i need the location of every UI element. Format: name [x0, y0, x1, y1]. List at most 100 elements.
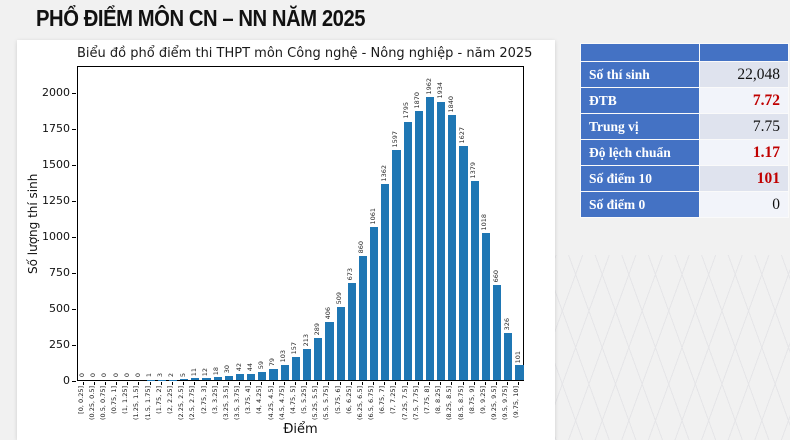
bar-value-label: 103 [279, 350, 288, 363]
bar-value-label: 213 [301, 334, 310, 347]
y-axis-label: Số lượng thí sinh [26, 173, 40, 274]
bar-value-label: 289 [312, 323, 321, 336]
x-tick-mark [194, 382, 196, 385]
bar [504, 333, 513, 380]
y-tick-label: 500 [49, 302, 70, 315]
x-tick-label: (2.5, 2.75] [188, 386, 197, 421]
x-tick-mark [350, 382, 352, 385]
x-tick-mark [127, 382, 129, 385]
x-tick-mark [339, 382, 341, 385]
table-row: ĐTB 7.72 [580, 87, 789, 114]
table-header-cell [699, 43, 789, 62]
y-tick-label: 1000 [42, 230, 70, 243]
bar-value-label: 1597 [390, 131, 399, 148]
x-tick-mark [429, 382, 430, 385]
bar-value-label: 5 [178, 372, 187, 377]
x-tick-mark [328, 382, 330, 385]
y-tick-mark [72, 200, 76, 202]
x-tick-mark [361, 382, 363, 385]
x-tick-label: (2.25, 2.5] [177, 386, 186, 421]
x-tick-label: (5.5, 5.75] [322, 386, 331, 421]
x-tick-label: (8.5, 8.75] [456, 386, 465, 421]
y-tick-mark [72, 380, 76, 382]
x-tick-label: (8.25, 8.5] [445, 386, 454, 421]
x-tick-mark [138, 382, 140, 385]
y-tick-label: 0 [63, 374, 70, 387]
table-header-cell [580, 43, 700, 62]
x-tick-mark [518, 382, 520, 385]
x-tick-label: (3.5, 3.75] [233, 386, 242, 421]
x-tick-label: (1, 1.25] [121, 386, 130, 414]
x-tick-label: (1.25, 1.5] [132, 386, 141, 421]
bar [325, 321, 334, 380]
x-tick-label: (3, 3.25] [210, 386, 219, 414]
y-tick-mark [72, 272, 76, 274]
y-tick-mark [72, 92, 76, 94]
x-tick-mark [373, 382, 375, 385]
x-tick-mark [82, 382, 84, 385]
y-tick-mark [72, 128, 76, 130]
x-tick-mark [496, 382, 498, 385]
y-tick-label: 1750 [42, 122, 70, 135]
bar-value-label: 1840 [446, 96, 455, 113]
x-tick-mark [484, 382, 486, 385]
plot-area: 0 0 0 0 0 0 1 3 2 5 11 12 18 30 42 44 59 79 103 157 213 289 40… [77, 66, 524, 381]
x-tick-label: (7, 7.25] [389, 386, 398, 414]
x-tick-mark [384, 382, 386, 385]
x-tick-mark [406, 382, 408, 385]
row-label-cell: Độ lệch chuẩn [580, 139, 700, 166]
bar [224, 375, 233, 380]
bar [291, 357, 300, 380]
row-value-cell: 7.75 [699, 113, 789, 140]
x-tick-mark [104, 382, 106, 385]
y-tick-label: 250 [49, 338, 70, 351]
y-tick-mark [72, 308, 76, 310]
x-tick-mark [171, 382, 173, 385]
x-tick-mark [149, 382, 151, 385]
bar-value-label: 406 [323, 306, 332, 320]
row-label-cell: Trung vị [580, 113, 700, 140]
bar-value-label: 11 [189, 367, 198, 376]
x-tick-label: (5, 5.25] [300, 386, 309, 414]
x-tick-label: (1.5, 1.75] [143, 386, 152, 421]
bar-value-label: 157 [290, 342, 299, 355]
bar [448, 115, 457, 380]
x-tick-mark [473, 382, 475, 385]
x-tick-label: (4, 4.25] [255, 386, 264, 414]
x-tick-label: (0.75, 1] [110, 386, 119, 414]
bar-value-label: 0 [111, 373, 120, 378]
x-tick-label: (6.5, 6.75] [367, 386, 376, 421]
table-row: Số điểm 10 101 [580, 165, 789, 192]
x-tick-mark [440, 382, 442, 385]
bar-value-label: 42 [234, 363, 243, 372]
x-tick-label: (4.75, 5] [288, 386, 297, 414]
bar-value-label: 1061 [368, 208, 377, 225]
row-label-cell: Số thí sinh [580, 61, 700, 88]
x-tick-label: (8, 8.25] [434, 386, 443, 414]
x-tick-label: (7.5, 7.75] [411, 386, 420, 421]
x-tick-label: (0.5, 0.75] [98, 386, 107, 421]
x-tick-label: (6, 6.25] [344, 386, 353, 414]
bar [302, 349, 312, 380]
x-tick-label: (3.25, 3.5] [221, 386, 230, 421]
bar [392, 150, 401, 380]
row-value-cell: 0 [699, 191, 789, 218]
x-tick-mark [451, 382, 453, 385]
bar-value-label: 1870 [413, 91, 422, 109]
bar-value-label: 1018 [480, 214, 489, 231]
bar [470, 181, 479, 380]
x-tick-label: (6.25, 6.5] [355, 386, 364, 421]
x-tick-label: (6.75, 7] [378, 386, 387, 414]
bar [191, 378, 200, 380]
bar [213, 377, 222, 380]
y-tick-label: 2000 [42, 86, 70, 99]
x-tick-mark [205, 382, 207, 385]
y-tick-mark [72, 164, 76, 166]
bar-value-label: 509 [335, 291, 344, 305]
x-tick-label: (2, 2.25] [165, 386, 174, 414]
x-tick-mark [272, 382, 274, 385]
x-tick-mark [216, 382, 218, 385]
x-tick-mark [294, 382, 296, 385]
x-tick-mark [250, 382, 252, 385]
bar [358, 256, 368, 380]
